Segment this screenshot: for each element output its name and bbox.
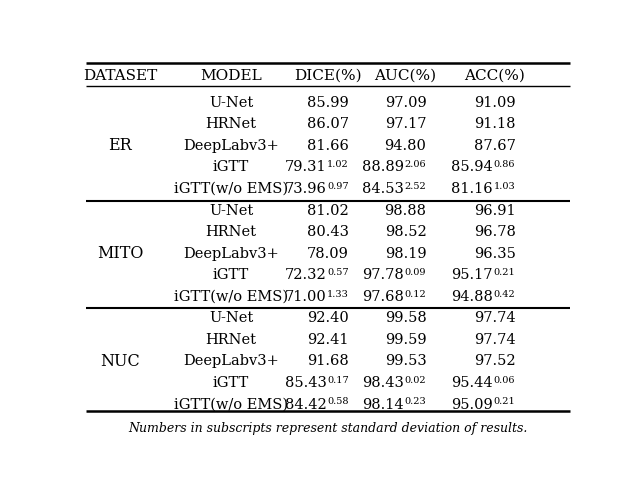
Text: U-Net: U-Net — [209, 96, 253, 110]
Text: 0.21: 0.21 — [494, 268, 516, 277]
Text: 84.42: 84.42 — [285, 397, 326, 411]
Text: 98.52: 98.52 — [385, 225, 426, 239]
Text: 97.52: 97.52 — [474, 355, 515, 368]
Text: 88.89: 88.89 — [362, 160, 404, 175]
Text: 0.09: 0.09 — [404, 268, 426, 277]
Text: 91.68: 91.68 — [307, 355, 349, 368]
Text: 95.44: 95.44 — [451, 376, 493, 390]
Text: 85.43: 85.43 — [285, 376, 326, 390]
Text: 0.97: 0.97 — [327, 182, 349, 191]
Text: 96.78: 96.78 — [474, 225, 516, 239]
Text: iGTT: iGTT — [213, 160, 249, 175]
Text: 94.80: 94.80 — [385, 139, 426, 153]
Text: 0.86: 0.86 — [494, 160, 515, 169]
Text: 81.16: 81.16 — [451, 182, 493, 196]
Text: 92.40: 92.40 — [307, 311, 349, 325]
Text: 97.68: 97.68 — [362, 290, 404, 304]
Text: 0.06: 0.06 — [494, 376, 515, 385]
Text: 0.12: 0.12 — [404, 290, 426, 299]
Text: 95.17: 95.17 — [452, 268, 493, 282]
Text: 84.53: 84.53 — [362, 182, 404, 196]
Text: DeepLabv3+: DeepLabv3+ — [183, 246, 279, 261]
Text: iGTT(w/o EMS): iGTT(w/o EMS) — [174, 397, 288, 411]
Text: 81.02: 81.02 — [307, 204, 349, 217]
Text: 95.09: 95.09 — [451, 397, 493, 411]
Text: 0.42: 0.42 — [494, 290, 516, 299]
Text: 91.09: 91.09 — [474, 96, 515, 110]
Text: Numbers in subscripts represent standard deviation of results.: Numbers in subscripts represent standard… — [128, 422, 528, 435]
Text: U-Net: U-Net — [209, 311, 253, 325]
Text: DeepLabv3+: DeepLabv3+ — [183, 139, 279, 153]
Text: 79.31: 79.31 — [285, 160, 326, 175]
Text: AUC(%): AUC(%) — [374, 69, 436, 83]
Text: NUC: NUC — [100, 353, 140, 370]
Text: DICE(%): DICE(%) — [294, 69, 362, 83]
Text: 71.00: 71.00 — [285, 290, 326, 304]
Text: ER: ER — [108, 137, 132, 154]
Text: 98.19: 98.19 — [385, 246, 426, 261]
Text: 0.21: 0.21 — [494, 397, 516, 406]
Text: 2.06: 2.06 — [404, 160, 426, 169]
Text: 97.74: 97.74 — [474, 311, 515, 325]
Text: iGTT: iGTT — [213, 268, 249, 282]
Text: 91.18: 91.18 — [474, 117, 515, 131]
Text: 98.43: 98.43 — [362, 376, 404, 390]
Text: 85.99: 85.99 — [307, 96, 349, 110]
Text: 96.91: 96.91 — [474, 204, 515, 217]
Text: 98.14: 98.14 — [362, 397, 404, 411]
Text: 97.17: 97.17 — [385, 117, 426, 131]
Text: iGTT: iGTT — [213, 376, 249, 390]
Text: 73.96: 73.96 — [285, 182, 326, 196]
Text: 0.17: 0.17 — [327, 376, 349, 385]
Text: 94.88: 94.88 — [451, 290, 493, 304]
Text: 86.07: 86.07 — [307, 117, 349, 131]
Text: 99.59: 99.59 — [385, 333, 426, 347]
Text: DeepLabv3+: DeepLabv3+ — [183, 355, 279, 368]
Text: 87.67: 87.67 — [474, 139, 516, 153]
Text: 85.94: 85.94 — [451, 160, 493, 175]
Text: HRNet: HRNet — [205, 225, 257, 239]
Text: 78.09: 78.09 — [307, 246, 349, 261]
Text: DATASET: DATASET — [83, 69, 157, 83]
Text: 99.53: 99.53 — [385, 355, 426, 368]
Text: 2.52: 2.52 — [404, 182, 426, 191]
Text: 0.02: 0.02 — [404, 376, 426, 385]
Text: U-Net: U-Net — [209, 204, 253, 217]
Text: HRNet: HRNet — [205, 333, 257, 347]
Text: 80.43: 80.43 — [307, 225, 349, 239]
Text: MITO: MITO — [97, 245, 143, 262]
Text: 99.58: 99.58 — [385, 311, 426, 325]
Text: 1.03: 1.03 — [494, 182, 516, 191]
Text: 1.33: 1.33 — [327, 290, 349, 299]
Text: 0.57: 0.57 — [327, 268, 349, 277]
Text: 97.78: 97.78 — [362, 268, 404, 282]
Text: 1.02: 1.02 — [327, 160, 349, 169]
Text: iGTT(w/o EMS): iGTT(w/o EMS) — [174, 290, 288, 304]
Text: iGTT(w/o EMS): iGTT(w/o EMS) — [174, 182, 288, 196]
Text: 0.23: 0.23 — [404, 397, 426, 406]
Text: 98.88: 98.88 — [385, 204, 426, 217]
Text: 92.41: 92.41 — [307, 333, 349, 347]
Text: HRNet: HRNet — [205, 117, 257, 131]
Text: ACC(%): ACC(%) — [464, 69, 525, 83]
Text: 97.74: 97.74 — [474, 333, 515, 347]
Text: MODEL: MODEL — [200, 69, 262, 83]
Text: 0.58: 0.58 — [327, 397, 349, 406]
Text: 81.66: 81.66 — [307, 139, 349, 153]
Text: 72.32: 72.32 — [285, 268, 326, 282]
Text: 97.09: 97.09 — [385, 96, 426, 110]
Text: 96.35: 96.35 — [474, 246, 516, 261]
